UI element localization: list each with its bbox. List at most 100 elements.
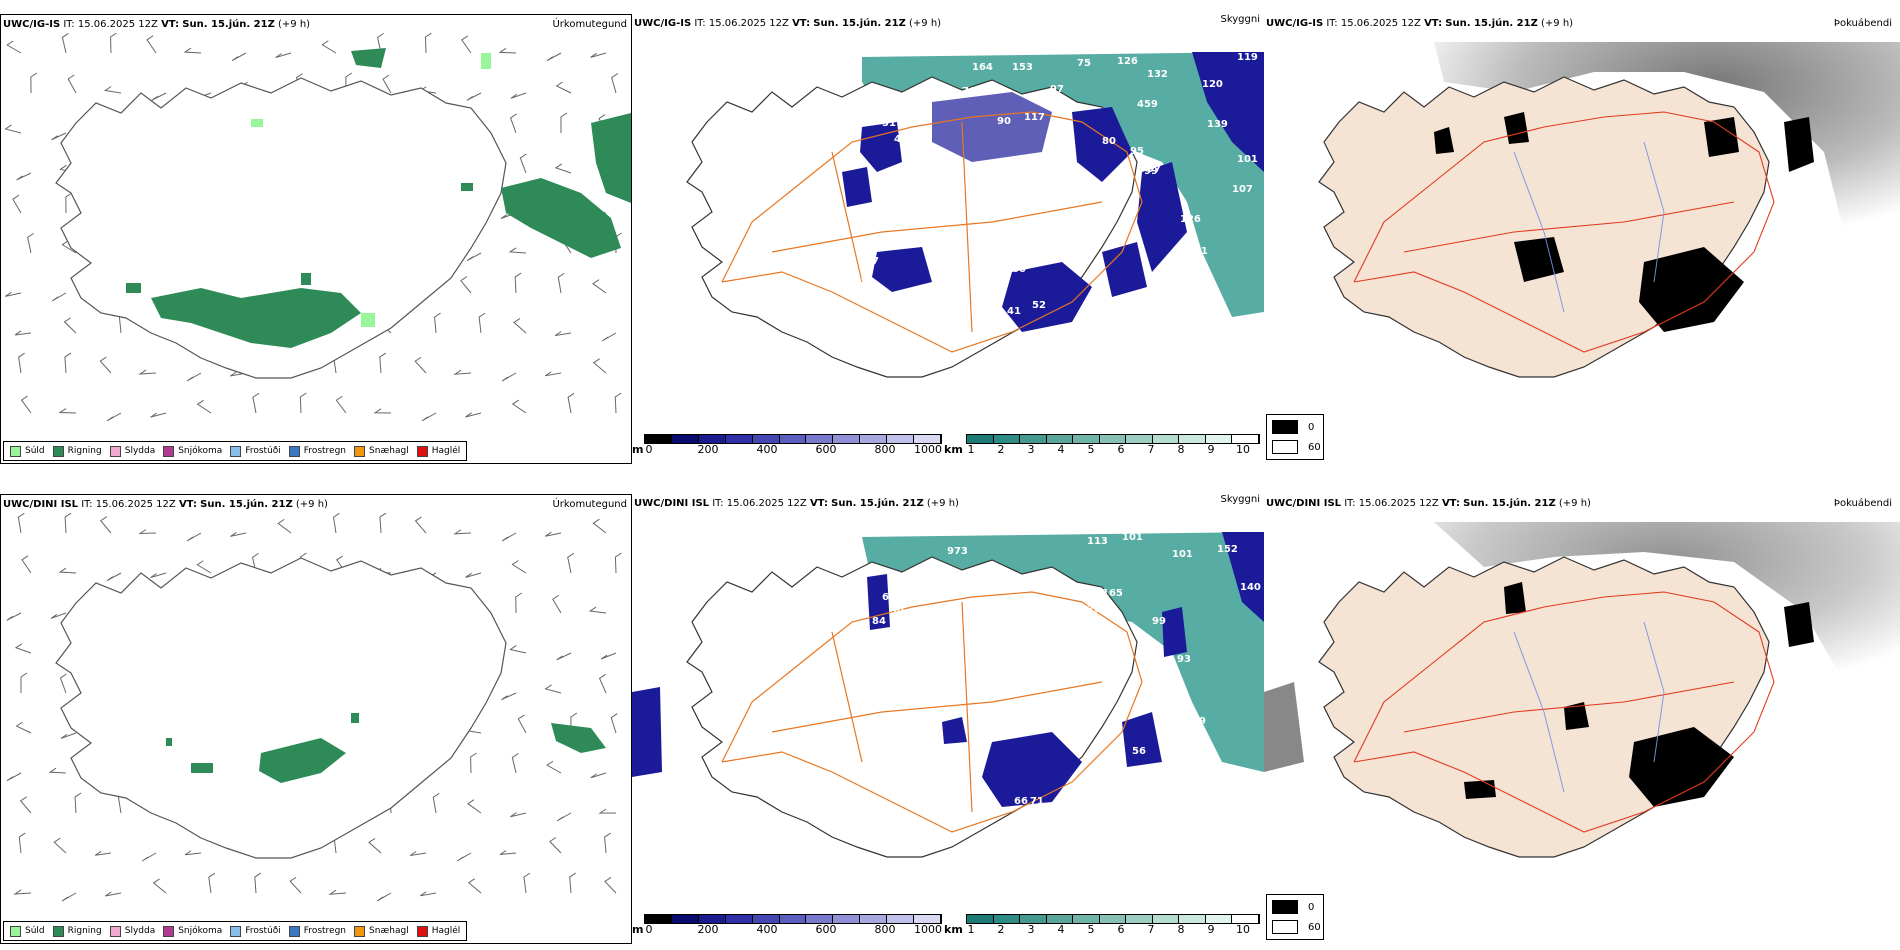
wind-barb bbox=[19, 796, 32, 814]
wind-barb bbox=[501, 372, 517, 382]
cloud-base-label: 62 bbox=[1007, 826, 1021, 837]
cloud-base-label: 97 bbox=[1050, 84, 1064, 95]
wind-barb bbox=[376, 892, 392, 902]
wind-barb bbox=[12, 194, 22, 214]
wind-barb bbox=[554, 331, 572, 337]
cloud-base-label: 163 bbox=[1112, 32, 1133, 37]
wind-barb bbox=[421, 412, 437, 422]
cloud-base-label: 137 bbox=[1200, 512, 1221, 523]
wind-barb bbox=[614, 392, 622, 414]
colorbar-bin bbox=[698, 435, 726, 443]
wind-barb bbox=[141, 852, 157, 862]
legend-item-frostudi: Frostúði bbox=[230, 925, 281, 937]
cloud-base-label: 122 bbox=[942, 576, 963, 587]
wind-barb bbox=[230, 371, 247, 377]
wind-barb bbox=[501, 692, 517, 701]
visibility-unit: km bbox=[944, 923, 963, 936]
roads bbox=[1353, 591, 1775, 833]
visibility-colorbar: km 1 2 3 4 5 6 7 8 9 10 bbox=[944, 914, 1262, 940]
cloud-base-label: 164 bbox=[972, 62, 993, 73]
colorbar-bin bbox=[698, 915, 726, 923]
colorbar-bin bbox=[806, 435, 834, 443]
fog-map bbox=[1264, 32, 1900, 437]
panel-type-label: Skyggni bbox=[1220, 494, 1260, 505]
wind-barb bbox=[58, 408, 77, 414]
wind-barb bbox=[58, 567, 77, 574]
ptype-legend: Súld Rigning Slydda Snjókoma Frostúði Fr… bbox=[3, 921, 468, 941]
cloud-base-label: 60 bbox=[882, 592, 896, 603]
colorbar-bin bbox=[1073, 915, 1100, 923]
wind-barb bbox=[379, 513, 387, 534]
legend-item-frostregn: Frostregn bbox=[288, 445, 346, 457]
cloud-base-label: 80 bbox=[942, 86, 956, 97]
colorbar-bin bbox=[1046, 915, 1074, 923]
wind-barb bbox=[567, 392, 575, 414]
wind-barb bbox=[16, 172, 32, 181]
wind-barb bbox=[461, 35, 472, 54]
wind-barb bbox=[15, 721, 32, 734]
wind-barb bbox=[467, 878, 482, 894]
precip-map bbox=[6, 513, 622, 902]
wind-barb bbox=[557, 272, 565, 294]
wind-barb bbox=[604, 832, 611, 854]
panel-header: UWC/DINI ISL IT: 15.06.2025 12Z VT: Sun.… bbox=[634, 494, 1260, 509]
low-cloud-area bbox=[1192, 52, 1264, 172]
cloud-base-label: 42 bbox=[930, 262, 944, 273]
wind-barb bbox=[254, 872, 262, 894]
wind-barb bbox=[610, 713, 618, 734]
cloud-base-label: 93 bbox=[1177, 654, 1191, 665]
cloud-patches bbox=[842, 92, 1187, 332]
cloud-base-label: 52 bbox=[1032, 300, 1046, 311]
cloud-base-label: 44 bbox=[940, 244, 954, 255]
wind-barb bbox=[546, 52, 562, 62]
wind-barb bbox=[151, 92, 167, 101]
cloud-base-label: 928 bbox=[1044, 526, 1065, 537]
colorbar-bin bbox=[1099, 915, 1127, 923]
wind-barb bbox=[434, 312, 441, 334]
panel-header: UWC/IG-IS IT: 15.06.2025 12Z VT: Sun. 15… bbox=[3, 19, 627, 30]
cloud-base-label: 80 bbox=[1102, 136, 1116, 147]
cloud-base-label: 48 bbox=[894, 134, 908, 145]
cloud-base-label: 53 bbox=[897, 118, 911, 129]
cloud-base-label: 99 bbox=[1152, 616, 1166, 627]
colorbar-bin bbox=[993, 915, 1021, 923]
rivers bbox=[1513, 621, 1665, 793]
wind-barb bbox=[208, 872, 216, 894]
wind-barb bbox=[478, 312, 486, 334]
wind-barb bbox=[27, 232, 34, 254]
colorbar-bin bbox=[914, 915, 941, 923]
wind-barb bbox=[59, 673, 67, 694]
rivers bbox=[1513, 141, 1665, 313]
fog-map bbox=[1264, 512, 1900, 917]
colorbar-bin bbox=[1232, 435, 1259, 443]
wind-barb bbox=[60, 732, 77, 739]
wind-barb bbox=[511, 560, 527, 574]
cloud-base-label: 107 bbox=[1232, 184, 1253, 195]
wind-barb bbox=[64, 513, 72, 534]
wind-barb bbox=[289, 876, 302, 894]
ptype-legend: Súld Rigning Slydda Snjókoma Frostúði Fr… bbox=[3, 441, 468, 461]
colorbar-bin bbox=[779, 915, 807, 923]
wind-barb bbox=[569, 872, 576, 894]
wind-barb bbox=[592, 279, 607, 294]
wind-barb bbox=[150, 412, 167, 418]
wind-barb bbox=[277, 518, 292, 534]
wind-barb bbox=[106, 572, 122, 582]
wind-barb bbox=[592, 518, 607, 534]
wind-barb bbox=[456, 852, 472, 862]
wind-barb bbox=[99, 516, 112, 534]
cloud-base-label: 101 bbox=[1237, 154, 1258, 165]
wind-barb bbox=[150, 572, 167, 578]
cloud-base-label: 126 bbox=[1117, 56, 1138, 67]
wind-barb bbox=[545, 531, 562, 537]
colorbar-bin bbox=[1205, 435, 1233, 443]
wind-barb bbox=[556, 652, 572, 661]
wind-barb bbox=[600, 652, 617, 660]
wind-barb bbox=[4, 124, 22, 134]
wind-barb bbox=[466, 252, 482, 262]
wind-barb bbox=[50, 612, 67, 619]
colorbar-bin bbox=[887, 435, 915, 443]
rain-areas bbox=[166, 713, 606, 783]
wind-barb bbox=[373, 408, 392, 414]
